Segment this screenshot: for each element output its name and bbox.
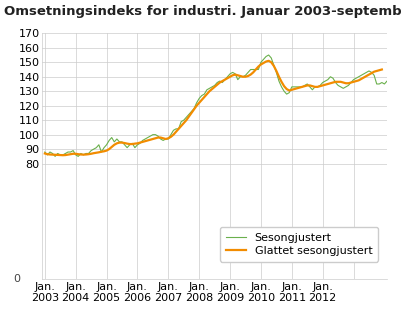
Glattet sesongjustert (43, 152, 47, 156)
Text: 0: 0 (13, 274, 20, 284)
Legend: Sesongjustert, Glattet sesongjustert: Sesongjustert, Glattet sesongjustert (220, 227, 377, 262)
Sesongjustert (71, 149, 75, 153)
Glattet sesongjustert (73, 152, 78, 156)
Sesongjustert (265, 53, 270, 57)
Sesongjustert (158, 137, 162, 141)
Glattet sesongjustert (317, 84, 322, 88)
Sesongjustert (43, 150, 47, 154)
Sesongjustert (309, 88, 314, 92)
Glattet sesongjustert (158, 136, 162, 140)
Sesongjustert (53, 155, 57, 158)
Sesongjustert (342, 85, 347, 89)
Glattet sesongjustert (86, 152, 91, 156)
Glattet sesongjustert (60, 153, 65, 157)
Glattet sesongjustert (320, 84, 324, 87)
Glattet sesongjustert (379, 68, 383, 72)
Line: Sesongjustert: Sesongjustert (45, 55, 401, 156)
Text: Omsetningsindeks for industri. Januar 2003-september 2012. 2005=100: Omsetningsindeks for industri. Januar 20… (4, 5, 401, 18)
Line: Glattet sesongjustert: Glattet sesongjustert (45, 61, 381, 155)
Sesongjustert (99, 150, 103, 154)
Glattet sesongjustert (265, 59, 270, 63)
Sesongjustert (348, 81, 352, 85)
Glattet sesongjustert (148, 138, 152, 142)
